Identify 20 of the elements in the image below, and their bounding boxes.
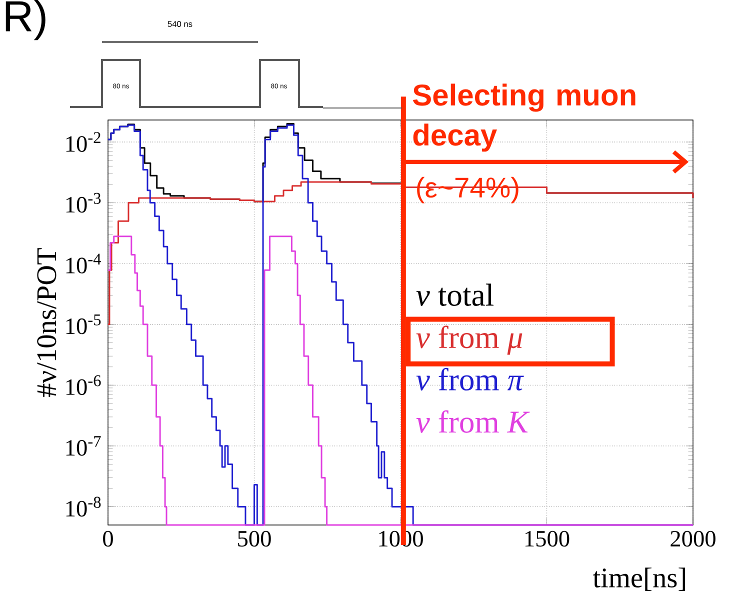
y-tick-label: 10$^{-3}$ — [66, 192, 101, 213]
y-axis-title: #ν/10ns/POT — [37, 248, 56, 397]
ref-line-label: Selecting muon decay — [412, 84, 636, 152]
text: R) — [6, 0, 46, 40]
x-axis-title: time[ns] — [592, 568, 686, 592]
x-tick-label: 2000 — [670, 530, 716, 547]
x-tick-label: 1500 — [525, 530, 570, 547]
y-tick-label: 10$^{-5}$ — [66, 314, 101, 334]
text: ν total — [416, 284, 494, 306]
x-tick-label: 500 — [238, 530, 271, 547]
y-tick-label: 10$^{-7}$ — [66, 436, 101, 456]
text: ν from μ — [416, 326, 522, 355]
y-tick-label: 10$^{-4}$ — [66, 254, 102, 274]
y-tick-label: 10$^{-8}$ — [66, 496, 101, 517]
y-tick-label: 10$^{-6}$ — [66, 375, 101, 396]
text: ν from K — [416, 410, 530, 433]
x-tick-label: 0 — [103, 530, 113, 547]
y-tick-label: 10$^{-2}$ — [66, 132, 100, 152]
series-label: ν from π — [416, 368, 524, 391]
text: 540 ns — [168, 21, 192, 27]
